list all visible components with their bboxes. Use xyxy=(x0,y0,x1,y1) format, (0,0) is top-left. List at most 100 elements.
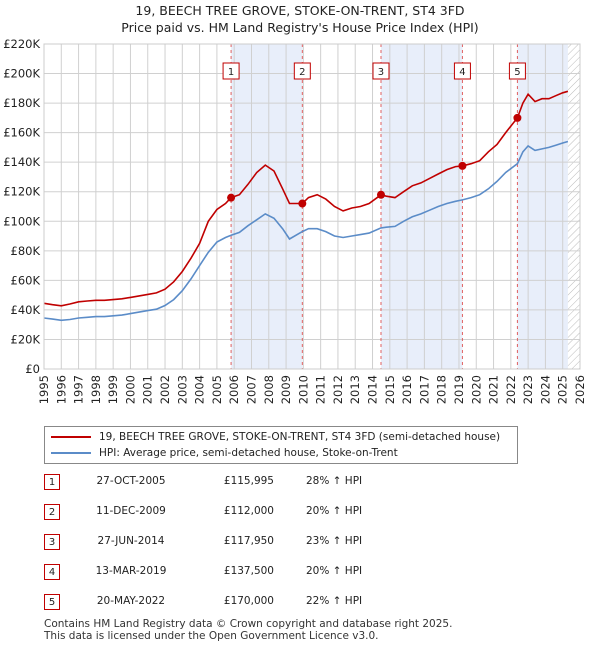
hpi-line xyxy=(43,140,569,322)
sale-date: 20-MAY-2022 xyxy=(96,595,166,607)
x-tick-label: 2022 xyxy=(504,375,518,404)
sale-row: 2 11-DEC-2009 £112,000 20% ↑ HPI xyxy=(44,500,544,530)
y-tick-label: £60K xyxy=(11,273,41,287)
y-tick-label: £20K xyxy=(11,332,41,346)
sale-number-label: 2 xyxy=(299,67,305,78)
sale-number-box xyxy=(453,62,471,80)
y-tick-label: £120K xyxy=(3,185,40,199)
sale-price: £112,000 xyxy=(223,505,274,517)
x-tick-label: 2018 xyxy=(435,375,449,404)
sale-number-box xyxy=(293,62,311,80)
legend-item-property: 19, BEECH TREE GROVE, STOKE-ON-TRENT, ST… xyxy=(51,429,500,445)
plot-border xyxy=(43,43,581,370)
y-tick-label: £180K xyxy=(3,96,40,110)
sale-number-box xyxy=(222,62,240,80)
sale-number-badge: 1 xyxy=(44,474,60,490)
sale-point xyxy=(227,193,236,202)
price-chart: £0 £20K £40K £60K £80K £100K £120K £140K £160K £1… xyxy=(3,37,587,404)
sale-number-badge: 3 xyxy=(44,534,60,550)
x-tick-label: 2001 xyxy=(141,375,155,404)
sale-hpi-change: 20% ↑ HPI xyxy=(306,505,363,517)
sale-point xyxy=(376,190,385,199)
sale-period-band xyxy=(517,44,568,369)
chart-subtitle: Price paid vs. HM Land Registry's House … xyxy=(121,20,479,35)
footer-copyright: Contains HM Land Registry data © Crown c… xyxy=(44,618,453,630)
sale-date: 11-DEC-2009 xyxy=(96,505,166,517)
sale-hpi-change: 20% ↑ HPI xyxy=(306,565,363,577)
sale-hpi-change: 22% ↑ HPI xyxy=(306,595,363,607)
sale-date: 13-MAR-2019 xyxy=(95,565,167,577)
y-tick-label: £80K xyxy=(11,244,41,258)
x-tick-label: 2005 xyxy=(210,375,224,404)
sale-point xyxy=(513,113,522,122)
x-tick-label: 1995 xyxy=(37,375,51,404)
sale-period-band xyxy=(380,44,463,369)
y-tick-label: £0 xyxy=(25,362,40,376)
x-tick-label: 2004 xyxy=(193,375,207,404)
sale-number-box xyxy=(372,62,390,80)
sale-point xyxy=(298,199,307,208)
footer: Contains HM Land Registry data © Crown c… xyxy=(44,618,452,642)
x-tick-label: 2026 xyxy=(573,375,587,404)
legend-swatch-hpi xyxy=(51,452,91,454)
y-tick-label: £220K xyxy=(3,37,40,51)
x-tick-label: 2014 xyxy=(366,375,380,404)
sale-period-band xyxy=(231,44,303,369)
sale-number-badge: 2 xyxy=(44,504,60,520)
sale-price: £170,000 xyxy=(223,595,274,607)
footer-licence: This data is licensed under the Open Gov… xyxy=(44,630,379,642)
x-tick-label: 2008 xyxy=(262,375,276,404)
sale-price: £137,500 xyxy=(223,565,274,577)
y-tick-label: £140K xyxy=(3,155,40,169)
property-price-line xyxy=(43,90,569,307)
sale-row: 3 27-JUN-2014 £117,950 23% ↑ HPI xyxy=(44,530,544,560)
x-tick-label: 1998 xyxy=(89,375,103,404)
x-tick-label: 2009 xyxy=(279,375,293,404)
sale-number-label: 5 xyxy=(514,67,520,78)
legend-item-hpi: HPI: Average price, semi-detached house,… xyxy=(51,445,398,461)
x-tick-label: 1996 xyxy=(54,375,68,404)
x-tick-label: 2000 xyxy=(123,375,137,404)
sale-hpi-change: 28% ↑ HPI xyxy=(306,475,363,487)
sale-number-label: 4 xyxy=(459,67,465,78)
sale-row: 4 13-MAR-2019 £137,500 20% ↑ HPI xyxy=(44,560,544,590)
x-tick-label: 2006 xyxy=(227,375,241,404)
sale-hpi-change: 23% ↑ HPI xyxy=(306,535,363,547)
legend-label-property: 19, BEECH TREE GROVE, STOKE-ON-TRENT, ST… xyxy=(99,431,501,443)
y-tick-label: £40K xyxy=(11,303,41,317)
sale-row: 1 27-OCT-2005 £115,995 28% ↑ HPI xyxy=(44,470,544,500)
x-tick-label: 2021 xyxy=(487,375,501,404)
x-tick-label: 2025 xyxy=(556,375,570,404)
sale-date: 27-JUN-2014 xyxy=(97,535,165,547)
x-tick-label: 2015 xyxy=(383,375,397,404)
future-hatch-area xyxy=(567,44,580,369)
x-tick-label: 2003 xyxy=(175,375,189,404)
x-tick-label: 2010 xyxy=(296,375,310,404)
x-tick-label: 2020 xyxy=(469,375,483,404)
plot-area xyxy=(44,44,580,369)
sale-number-box xyxy=(508,62,526,80)
sales-table: 1 27-OCT-2005 £115,995 28% ↑ HPI 2 11-DE… xyxy=(44,470,544,620)
legend-swatch-property xyxy=(51,436,91,438)
sale-number-label: 3 xyxy=(378,67,384,78)
x-tick-label: 2016 xyxy=(400,375,414,404)
x-tick-label: 2017 xyxy=(417,375,431,404)
chart-title: 19, BEECH TREE GROVE, STOKE-ON-TRENT, ST… xyxy=(135,3,465,18)
sale-date: 27-OCT-2005 xyxy=(96,475,166,487)
x-tick-label: 2019 xyxy=(452,375,466,404)
legend: 19, BEECH TREE GROVE, STOKE-ON-TRENT, ST… xyxy=(44,426,518,464)
sale-row: 5 20-MAY-2022 £170,000 22% ↑ HPI xyxy=(44,590,544,620)
x-tick-label: 1997 xyxy=(72,375,86,404)
x-tick-label: 2011 xyxy=(314,375,328,404)
x-tick-label: 2012 xyxy=(331,375,345,404)
y-tick-label: £160K xyxy=(3,126,40,140)
sale-price: £117,950 xyxy=(223,535,274,547)
y-tick-label: £200K xyxy=(3,67,40,81)
x-tick-label: 2023 xyxy=(521,375,535,404)
x-tick-label: 2007 xyxy=(244,375,258,404)
sale-number-label: 1 xyxy=(228,67,234,78)
x-tick-label: 2024 xyxy=(538,375,552,404)
sale-point xyxy=(458,161,467,170)
sale-number-badge: 4 xyxy=(44,564,60,580)
x-tick-label: 2002 xyxy=(158,375,172,404)
